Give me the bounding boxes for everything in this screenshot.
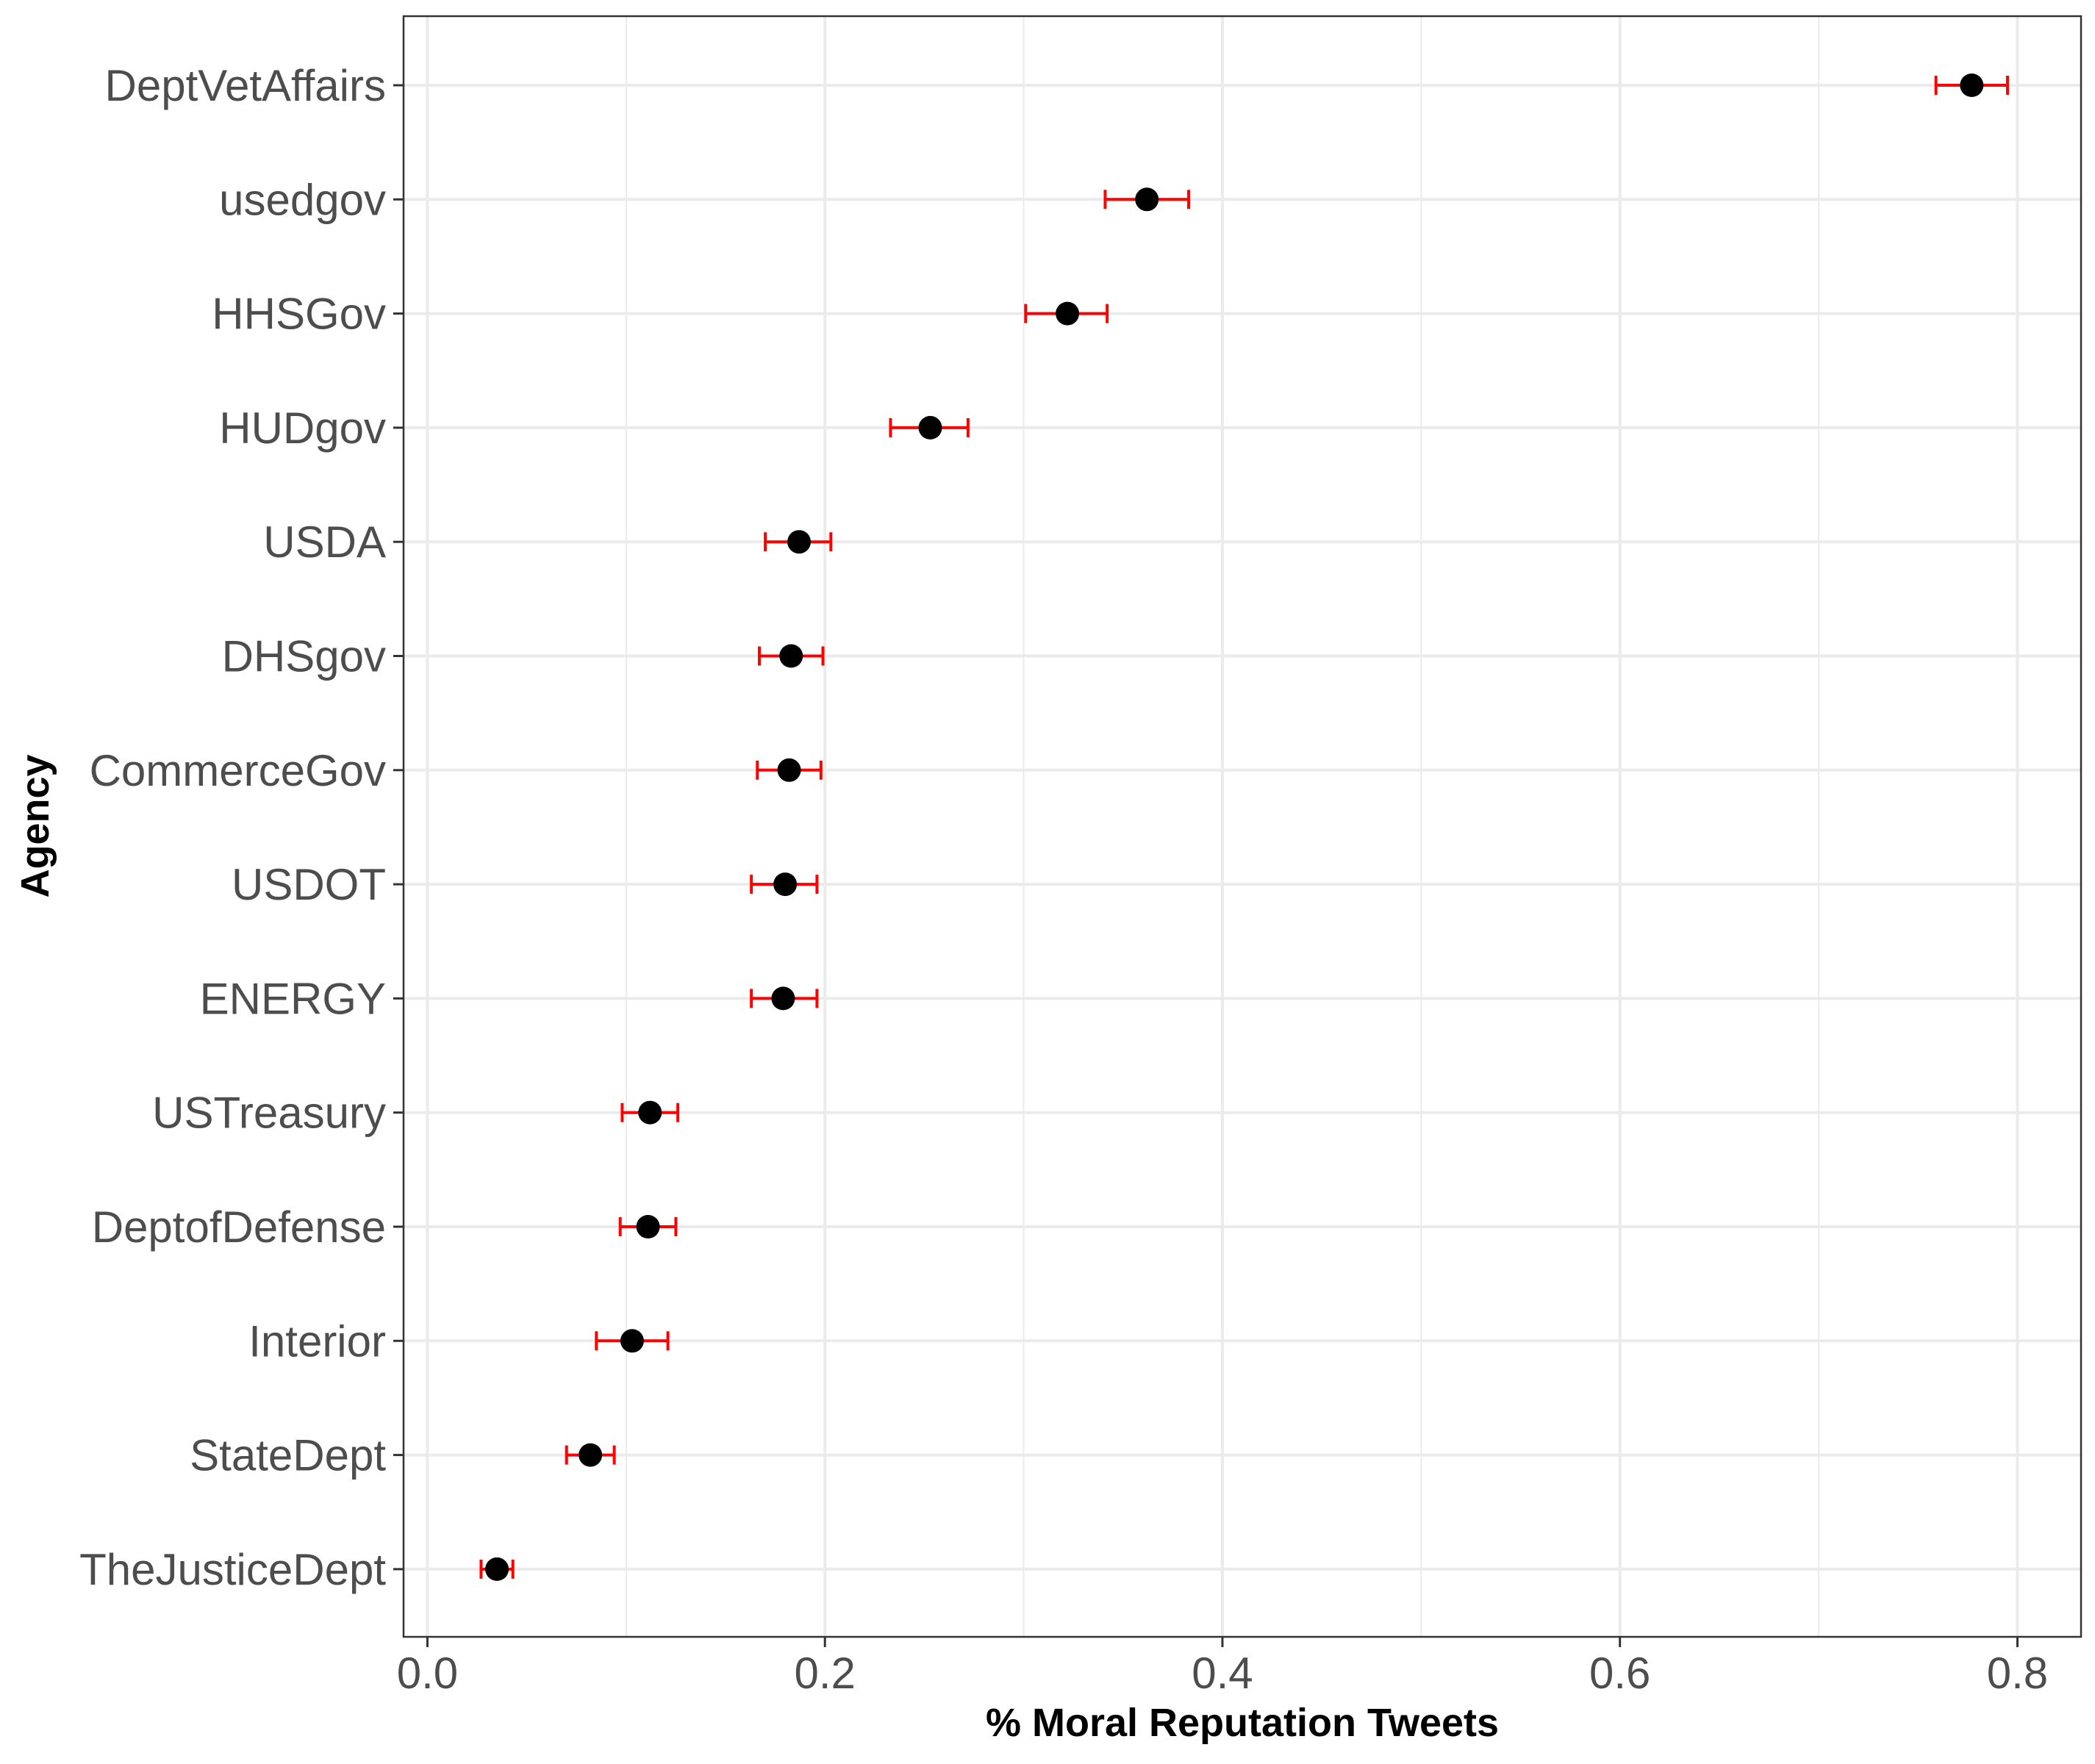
- y-axis-title: Agency: [13, 754, 57, 897]
- y-tick-label: Interior: [248, 1316, 386, 1366]
- data-point: [620, 1329, 644, 1353]
- data-point: [787, 530, 812, 554]
- point-layer: [485, 74, 1984, 1581]
- y-tick-label: ENERGY: [200, 974, 386, 1023]
- data-point: [1960, 74, 1984, 97]
- data-point: [918, 415, 942, 440]
- x-tick-label: 0.6: [1589, 1649, 1650, 1698]
- grid-layer: [404, 16, 2081, 1637]
- x-tick-label: 0.0: [397, 1649, 458, 1698]
- x-tick-label: 0.4: [1192, 1649, 1253, 1698]
- data-point: [1056, 301, 1080, 326]
- data-point: [485, 1557, 509, 1581]
- data-point: [638, 1100, 662, 1125]
- x-axis-title: % Moral Reputation Tweets: [986, 1701, 1499, 1745]
- y-tick-label: TheJusticeDept: [79, 1545, 386, 1594]
- y-tick-label: USDA: [263, 517, 386, 567]
- x-tick-label: 0.8: [1987, 1649, 2048, 1698]
- y-tick-label: StateDept: [190, 1431, 386, 1480]
- y-tick-label: DeptVetAffairs: [105, 61, 386, 110]
- panel-border: [402, 15, 2083, 1638]
- y-tick-label: HUDgov: [219, 404, 386, 453]
- axis-layer: 0.0 0.2 0.4 0.6 0.8 DeptVetAffairs usedgov HHSG…: [79, 61, 2048, 1698]
- y-tick-label: USTreasury: [152, 1089, 386, 1138]
- y-tick-label: DHSgov: [222, 632, 386, 681]
- data-point: [771, 986, 795, 1011]
- data-point: [779, 644, 803, 668]
- data-point: [1135, 187, 1159, 212]
- y-tick-label: usedgov: [219, 175, 386, 224]
- data-point: [636, 1215, 660, 1238]
- y-tick-label: USDOT: [232, 860, 386, 909]
- data-point: [579, 1443, 603, 1467]
- y-tick-label: HHSGov: [212, 290, 386, 339]
- data-point: [773, 872, 798, 897]
- y-tick-label: DeptofDefense: [92, 1202, 386, 1252]
- x-tick-label: 0.2: [794, 1649, 855, 1698]
- y-tick-label: CommerceGov: [90, 746, 386, 795]
- data-point: [777, 758, 801, 782]
